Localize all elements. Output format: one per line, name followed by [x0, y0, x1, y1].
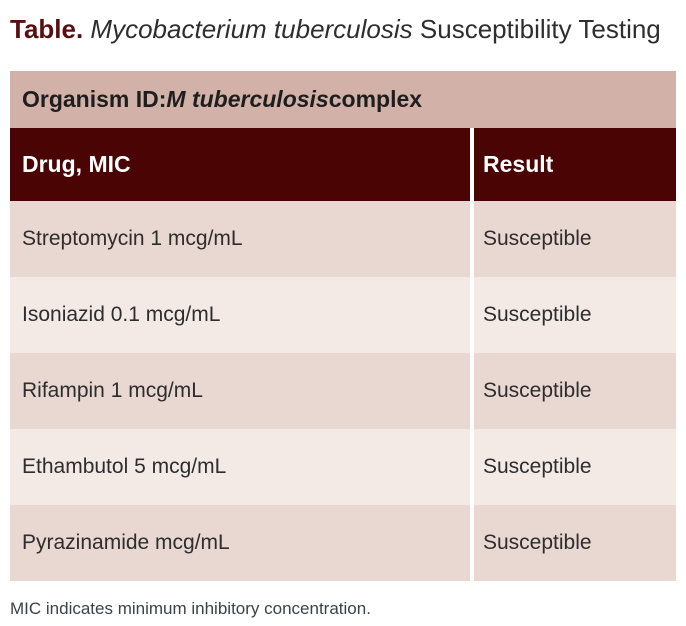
drug-cell: Streptomycin 1 mcg/mL — [22, 226, 243, 250]
result-cell: Susceptible — [470, 428, 676, 505]
column-header-drug-mic: Drug, MIC — [22, 150, 131, 177]
result-cell: Susceptible — [470, 504, 676, 581]
result-cell: Susceptible — [470, 200, 676, 277]
column-header-result: Result — [470, 127, 676, 201]
table-caption-label: Table. — [10, 14, 84, 44]
drug-cell: Isoniazid 0.1 mcg/mL — [22, 302, 221, 326]
table-row: Streptomycin 1 mcg/mL Susceptible — [10, 200, 676, 277]
table-footnote: MIC indicates minimum inhibitory concent… — [10, 598, 371, 618]
susceptibility-table: Organism ID: M tuberculosis complex Drug… — [10, 70, 676, 581]
organism-id-row: Organism ID: M tuberculosis complex — [10, 70, 676, 128]
drug-cell: Rifampin 1 mcg/mL — [22, 378, 203, 402]
organism-id-prefix: Organism ID: — [22, 85, 167, 112]
table-row: Ethambutol 5 mcg/mL Susceptible — [10, 428, 676, 505]
table-header-row: Drug, MIC Result — [10, 127, 676, 201]
table-row: Pyrazinamide mcg/mL Susceptible — [10, 504, 676, 581]
table-caption-organism: Mycobacterium tuberculosis — [83, 14, 413, 44]
table-row: Isoniazid 0.1 mcg/mL Susceptible — [10, 276, 676, 353]
result-cell: Susceptible — [470, 276, 676, 353]
result-cell: Susceptible — [470, 352, 676, 429]
organism-id-suffix: complex — [328, 85, 423, 112]
table-row: Rifampin 1 mcg/mL Susceptible — [10, 352, 676, 429]
organism-id-name: M tuberculosis — [166, 85, 329, 112]
table-caption: Table. Mycobacterium tuberculosis Suscep… — [0, 0, 686, 45]
table-caption-rest: Susceptibility Testing — [412, 14, 661, 44]
drug-cell: Pyrazinamide mcg/mL — [22, 530, 230, 554]
drug-cell: Ethambutol 5 mcg/mL — [22, 454, 227, 478]
